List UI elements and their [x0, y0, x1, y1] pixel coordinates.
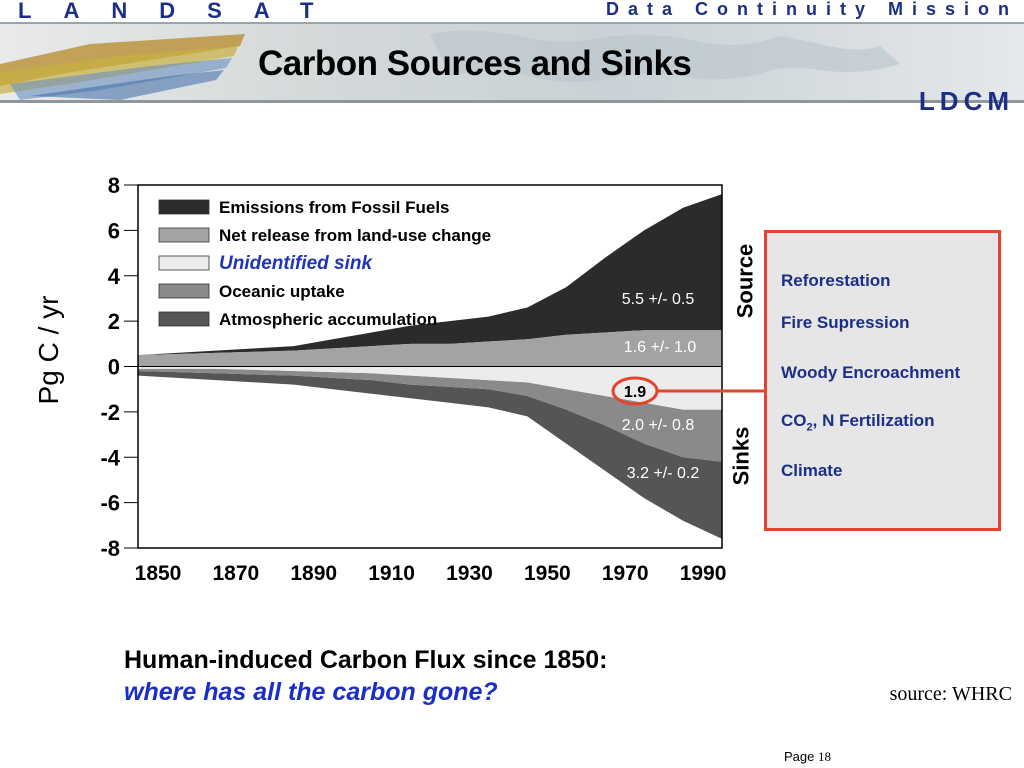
factor-co2-fertilization: CO2, N Fertilization	[781, 411, 935, 434]
y-tick-label: 8	[108, 173, 120, 198]
atmosphere-value-label: 3.2 +/- 0.2	[627, 465, 700, 482]
x-tick-label: 1950	[524, 562, 571, 585]
world-map-backdrop-icon	[0, 30, 900, 100]
series-land-use-change	[138, 330, 722, 367]
x-tick-label: 1970	[602, 562, 649, 585]
y-tick-label: 2	[108, 309, 120, 334]
legend-label: Atmospheric accumulation	[219, 310, 437, 329]
y-tick-label: -6	[100, 491, 120, 516]
unidentified-sink-value-label: 1.9	[624, 384, 646, 401]
y-tick-label: 0	[108, 355, 120, 380]
source-side-label: Source	[732, 243, 758, 319]
source-credit: source: WHRC	[889, 683, 1012, 705]
y-tick-label: 6	[108, 218, 120, 243]
y-tick-label: -4	[100, 445, 120, 470]
land-use-value-label: 1.6 +/- 1.0	[624, 339, 697, 356]
x-tick-label: 1870	[213, 562, 260, 585]
x-tick-label: 1990	[680, 562, 727, 585]
caption-line-2: where has all the carbon gone?	[124, 678, 498, 706]
x-tick-label: 1850	[135, 562, 182, 585]
series-atmospheric-accumulation	[138, 371, 722, 539]
legend-swatch	[158, 311, 210, 327]
x-tick-label: 1890	[290, 562, 337, 585]
y-tick-label: -2	[100, 400, 120, 425]
header-band	[0, 22, 1024, 103]
page-number: Page 18	[784, 749, 831, 764]
ldcm-logo: LDCM	[918, 86, 1014, 116]
y-tick-label: -8	[100, 536, 120, 561]
page-title: Carbon Sources and Sinks	[258, 44, 692, 83]
legend-swatch	[158, 283, 210, 299]
fossil-fuel-value-label: 5.5 +/- 0.5	[622, 291, 695, 308]
ocean-uptake-value-label: 2.0 +/- 0.8	[622, 417, 695, 434]
y-tick-label: 4	[108, 264, 121, 289]
mission-wordmark: Data Continuity Mission	[605, 0, 1018, 19]
x-tick-label: 1910	[368, 562, 415, 585]
legend-label: Emissions from Fossil Fuels	[219, 198, 450, 217]
series-fossil-fuel-emissions	[138, 194, 722, 356]
sink-factors-box: Reforestation Fire Supression Woody Encr…	[764, 230, 1001, 531]
legend-label: Unidentified sink	[219, 253, 374, 274]
y-axis-label: Pg C / yr	[33, 295, 64, 405]
legend-label: Oceanic uptake	[219, 282, 345, 301]
legend-swatch	[158, 255, 210, 271]
legend-swatch	[158, 199, 210, 215]
series-oceanic-uptake	[138, 368, 722, 462]
factor-fire-supression: Fire Supression	[781, 313, 910, 332]
factor-reforestation: Reforestation	[781, 271, 891, 290]
legend-label: Net release from land-use change	[219, 226, 491, 245]
sinks-side-label: Sinks	[728, 426, 754, 486]
legend-swatch	[158, 227, 210, 243]
factor-woody-encroachment: Woody Encroachment	[781, 363, 961, 382]
x-tick-label: 1930	[446, 562, 493, 585]
top-banner: LANDSAT Data Continuity Mission	[0, 0, 1024, 23]
landsat-wordmark: LANDSAT	[18, 0, 346, 23]
caption-line-1: Human-induced Carbon Flux since 1850:	[124, 646, 608, 674]
series-unidentified-sink	[138, 366, 722, 410]
factor-climate: Climate	[781, 461, 843, 480]
